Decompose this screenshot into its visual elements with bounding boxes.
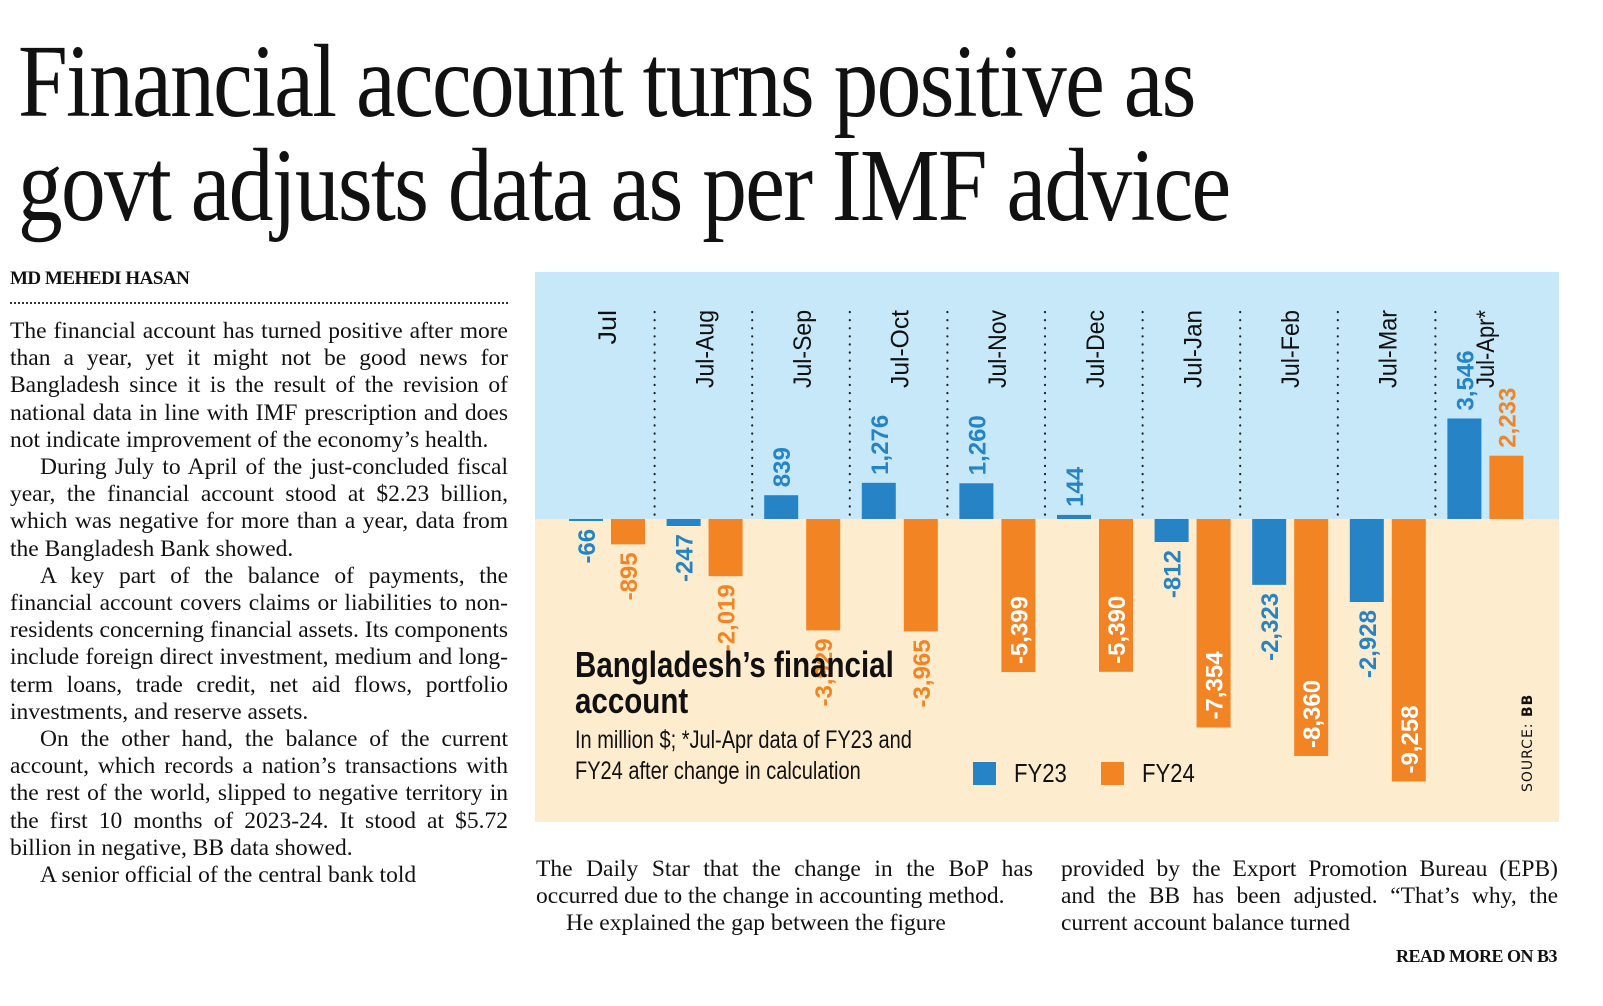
byline-divider [10, 302, 508, 304]
bar-fy23 [666, 519, 701, 527]
bar-value-label: -9,258 [1397, 705, 1424, 773]
bar-value-label: -7,354 [1202, 651, 1229, 720]
chart-subtitle-line-2: FY24 after change in calculation [575, 757, 861, 785]
paragraph: He explained the gap between the figure [566, 910, 946, 937]
bar-fy23 [1349, 519, 1384, 603]
bar-value-label: -247 [672, 534, 699, 582]
financial-account-chart: Jul Jul-Aug Jul-Sep Jul-Oct Jul-Nov Jul-Dec Ju… [535, 272, 1559, 822]
bar-value-label: 3,546 [1452, 350, 1479, 410]
bar-fy23 [1252, 519, 1287, 585]
bar-value-labels: -66 -895 -247 -2,019 839 -3,929 1,276 -3,965 1,2… [574, 350, 1521, 773]
headline-line-1: Financial account turns positive as [18, 24, 1196, 139]
legend-swatch-fy24 [1101, 762, 1124, 785]
bar-fy24 [1196, 519, 1231, 728]
bar-fy24 [1001, 519, 1036, 673]
paragraph: A key part of the balance of payments, t… [10, 562, 508, 725]
bar-fy24 [611, 519, 645, 545]
bar-value-label: -66 [574, 529, 601, 564]
paragraph: The Daily Star that the change in the Bo… [536, 856, 1033, 910]
category-label: Jul-Dec [1082, 310, 1110, 388]
bar-fy24 [1099, 519, 1133, 672]
bar-value-label: -8,360 [1299, 680, 1326, 748]
bar-fy24 [903, 519, 938, 632]
bar-value-label: -895 [616, 552, 643, 600]
article-column-3: provided by the Export Promotion Bureau … [1061, 856, 1558, 938]
category-label: Jul-Mar [1375, 310, 1403, 388]
bar-fy24 [1489, 455, 1524, 519]
bar-fy23 [1447, 418, 1482, 519]
bars [569, 418, 1524, 782]
source-value: BB [1520, 693, 1536, 718]
category-label: Jul-Aug [691, 310, 719, 388]
category-label: Jul-Jan [1179, 310, 1207, 388]
category-label: Jul-Nov [984, 310, 1012, 388]
read-more-link[interactable]: READ MORE ON B3 [1395, 946, 1558, 966]
legend-swatch-fy23 [973, 762, 996, 785]
headline: Financial account turns positive as govt… [18, 30, 1377, 238]
headline-line-2: govt adjusts data as per IMF advice [18, 128, 1231, 243]
article-column-1: The financial account has turned positiv… [10, 318, 508, 889]
paragraph: A senior official of the central bank to… [40, 862, 417, 889]
bar-fy23 [1154, 519, 1189, 543]
bar-value-label: -3,965 [909, 639, 936, 707]
byline: MD MEHEDI HASAN [10, 268, 190, 289]
bar-value-label: 2,233 [1494, 388, 1521, 448]
category-label: Jul-Apr* [1472, 310, 1500, 388]
bar-value-label: -3,929 [811, 638, 838, 706]
paragraph: The financial account has turned positiv… [10, 318, 508, 453]
category-label: Jul-Sep [789, 310, 817, 388]
bar-fy23 [1057, 514, 1091, 519]
paragraph: provided by the Export Promotion Bureau … [1061, 856, 1558, 937]
chart-subtitle: In million $; *Jul-Apr data of FY23 and … [575, 725, 991, 787]
article-column-2: The Daily Star that the change in the Bo… [536, 856, 1033, 938]
category-label: Jul [594, 310, 622, 345]
legend-item-fy23: FY23 [973, 758, 1076, 789]
source-label: SOURCE: [1520, 717, 1536, 792]
chart-title: Bangladesh’s financial account [575, 644, 894, 721]
category-labels: Jul Jul-Aug Jul-Sep Jul-Oct Jul-Nov Jul-Dec Ju… [594, 310, 1500, 388]
bar-value-label: -2,019 [714, 584, 741, 652]
paragraph: On the other hand, the balance of the cu… [10, 726, 508, 861]
bar-fy23 [861, 482, 896, 519]
legend-item-fy24: FY24 [1101, 758, 1204, 789]
bar-fy23 [959, 483, 994, 519]
legend-label-fy23: FY23 [1014, 758, 1067, 788]
bar-value-label: -5,399 [1006, 596, 1033, 664]
bar-fy24 [708, 519, 743, 577]
chart-canvas: Jul Jul-Aug Jul-Sep Jul-Oct Jul-Nov Jul-Dec Ju… [535, 272, 1559, 822]
bar-value-label: -812 [1160, 550, 1187, 598]
chart-source: SOURCE: BB [1520, 694, 1536, 792]
bar-value-label: -2,928 [1355, 610, 1382, 678]
positive-region-background [535, 272, 1559, 519]
bar-value-label: 839 [769, 447, 796, 487]
bar-fy24 [1294, 519, 1329, 757]
bar-fy24 [1391, 519, 1426, 782]
negative-region-background [535, 519, 1559, 822]
bar-value-label: 1,260 [964, 415, 991, 475]
paragraph: During July to April of the just-conclud… [10, 454, 508, 562]
bar-value-label: 144 [1062, 466, 1089, 507]
legend-label-fy24: FY24 [1142, 758, 1195, 788]
bar-fy23 [569, 519, 603, 521]
bar-value-label: -2,323 [1257, 593, 1284, 661]
bar-value-label: -5,390 [1104, 596, 1131, 664]
bar-fy23 [764, 495, 799, 519]
bar-fy24 [806, 519, 841, 631]
category-label: Jul-Oct [887, 310, 915, 388]
chart-subtitle-line-1: In million $; *Jul-Apr data of FY23 and [575, 726, 912, 754]
category-label: Jul-Feb [1277, 310, 1305, 388]
bar-value-label: 1,276 [867, 415, 894, 475]
